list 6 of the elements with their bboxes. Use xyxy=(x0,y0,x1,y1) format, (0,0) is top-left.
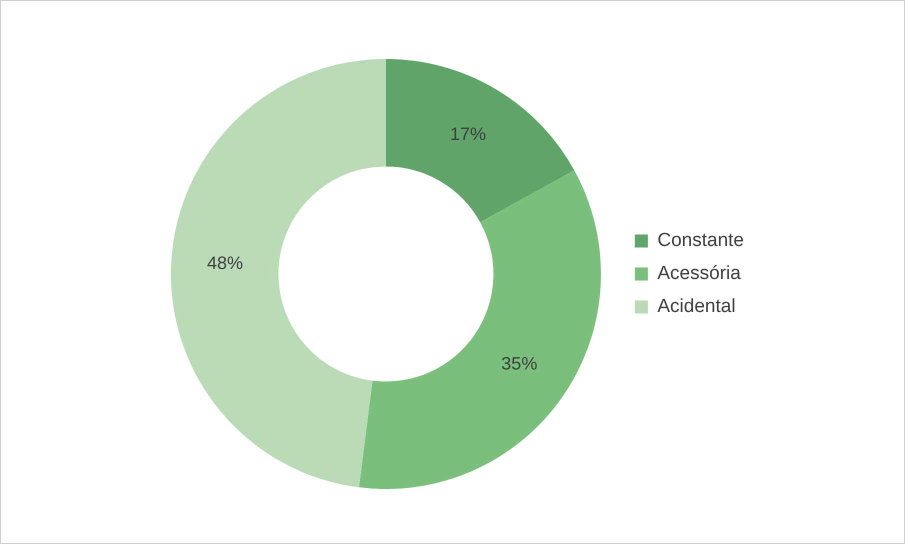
data-label: 17% xyxy=(450,124,486,144)
legend-label: Constante xyxy=(657,230,744,252)
data-label: 48% xyxy=(206,252,244,273)
data-label: 35% xyxy=(501,354,538,374)
legend-label: Acidental xyxy=(657,296,736,318)
legend-label: Acessória xyxy=(657,263,742,284)
